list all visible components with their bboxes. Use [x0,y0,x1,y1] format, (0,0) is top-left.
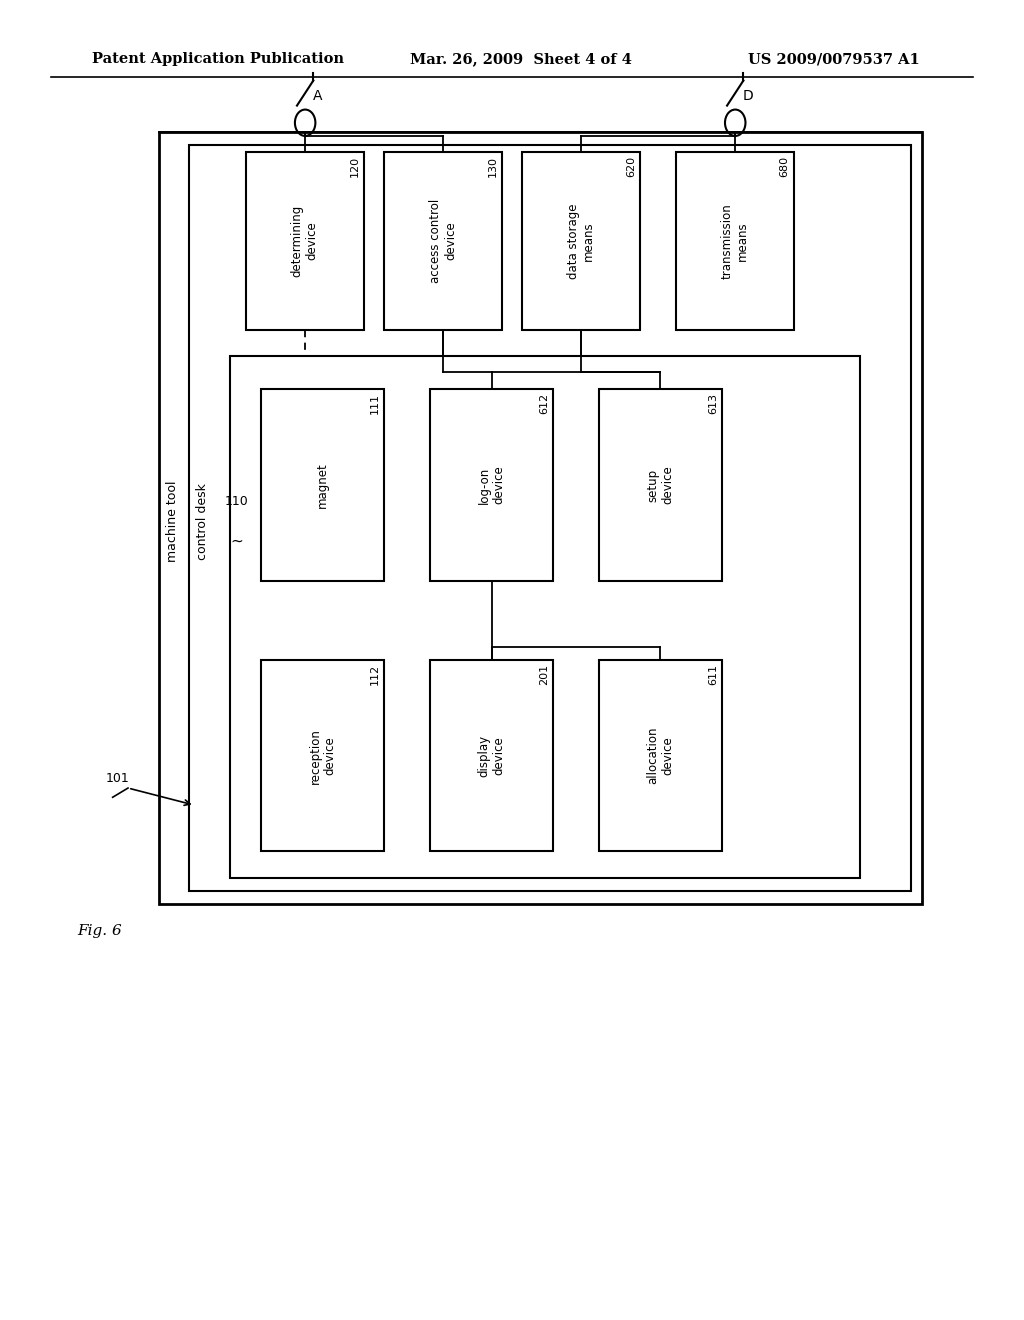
Text: A: A [312,88,323,103]
Text: magnet: magnet [316,462,329,508]
Bar [261,389,384,581]
Text: data storage
means: data storage means [567,203,595,279]
Text: machine tool: machine tool [166,480,178,562]
Bar [599,660,722,851]
Text: 112: 112 [370,664,380,685]
Text: control desk: control desk [197,483,209,560]
Bar [599,389,722,581]
Text: 613: 613 [708,393,718,414]
Text: 101: 101 [105,772,130,785]
Text: 111: 111 [370,393,380,414]
Text: 611: 611 [708,664,718,685]
Text: Fig. 6: Fig. 6 [77,924,122,937]
Bar [430,660,553,851]
Text: 110: 110 [224,495,249,508]
Text: 120: 120 [349,156,359,177]
Text: log-on
device: log-on device [477,466,506,504]
Text: Patent Application Publication: Patent Application Publication [92,53,344,66]
Text: display
device: display device [477,735,506,776]
Text: 612: 612 [539,393,549,414]
Text: US 2009/0079537 A1: US 2009/0079537 A1 [748,53,920,66]
Text: allocation
device: allocation device [646,727,675,784]
Bar [261,660,384,851]
Text: reception
device: reception device [308,727,337,784]
Text: Mar. 26, 2009  Sheet 4 of 4: Mar. 26, 2009 Sheet 4 of 4 [410,53,632,66]
Bar [522,152,640,330]
Bar [676,152,794,330]
Text: transmission
means: transmission means [721,203,749,279]
Text: determining
device: determining device [291,205,318,277]
Text: D: D [742,88,753,103]
Text: setup
device: setup device [646,466,675,504]
Bar [230,356,860,878]
Text: access control
device: access control device [429,199,457,282]
Text: 201: 201 [539,664,549,685]
Text: 620: 620 [626,156,636,177]
Bar [189,145,911,891]
Bar [384,152,502,330]
Bar [246,152,364,330]
Bar [159,132,922,904]
Text: 680: 680 [779,156,790,177]
Text: 130: 130 [487,156,498,177]
Text: ~: ~ [230,533,243,549]
Bar [430,389,553,581]
